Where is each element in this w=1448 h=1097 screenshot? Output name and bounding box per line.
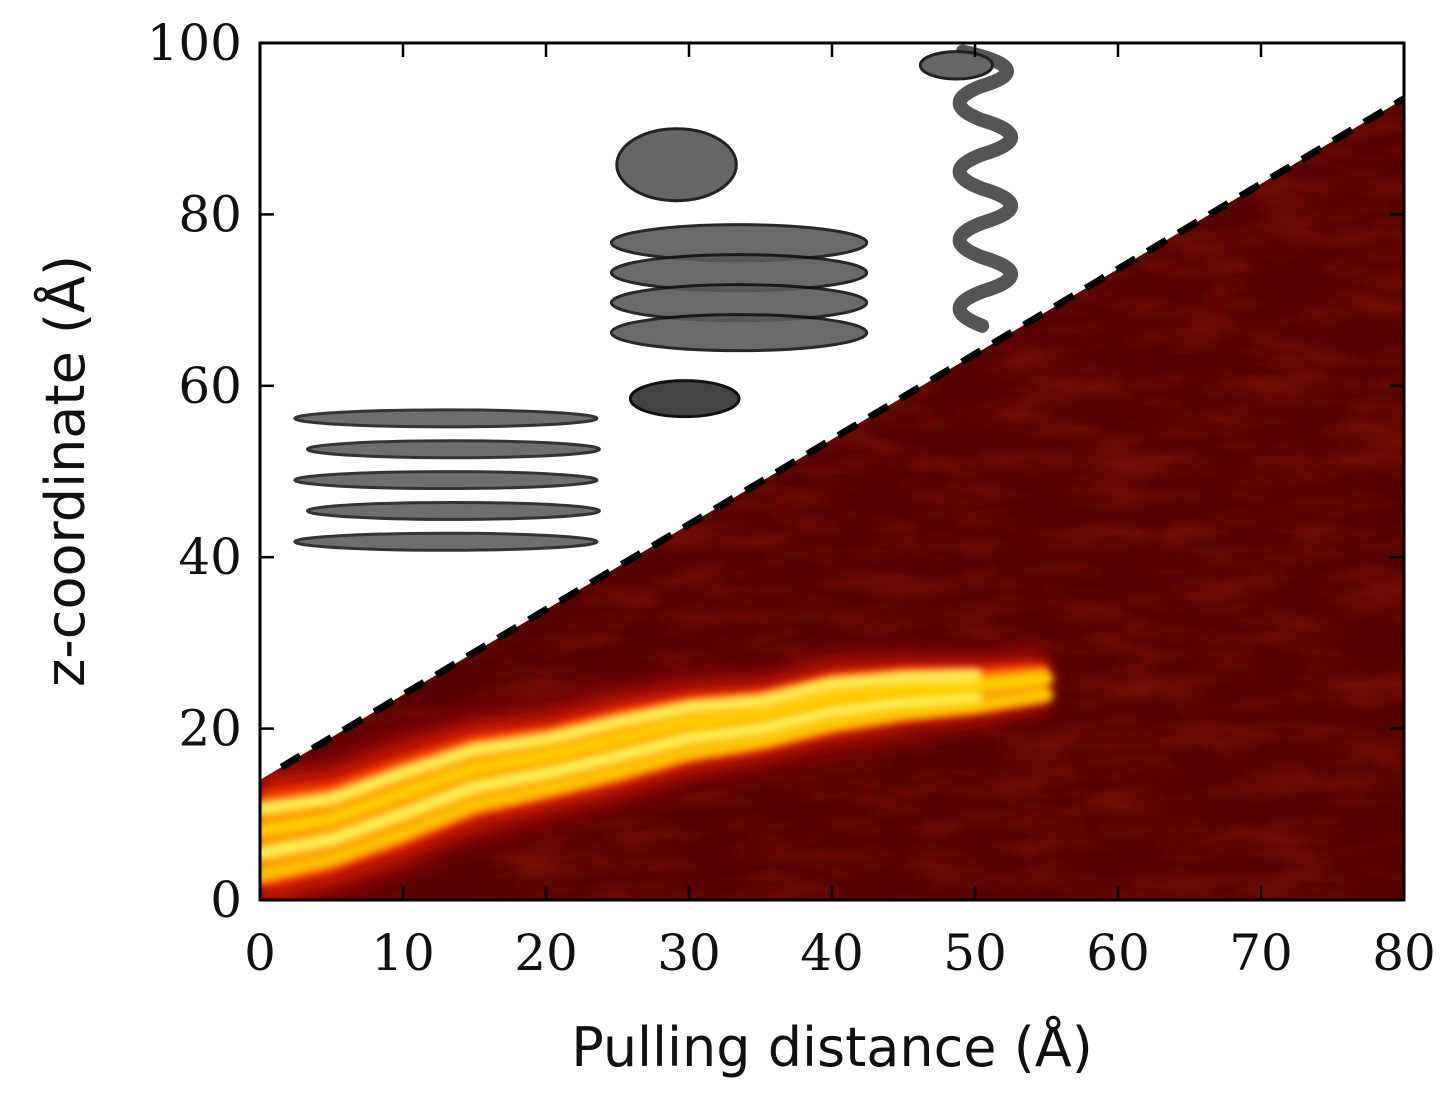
sheet-layer (609, 313, 869, 353)
ridge-stripe (260, 689, 982, 861)
x-tick-label: 70 (1229, 924, 1293, 982)
sheet-layer (293, 531, 599, 552)
sheet-layer (305, 439, 601, 460)
x-tick-label: 0 (244, 924, 276, 982)
axis-ticks: 0 10 20 30 40 50 60 70 80 0 20 40 60 80 100 (147, 14, 1436, 982)
ridge-stripe (260, 688, 1054, 883)
twisted-strand (952, 44, 1019, 333)
x-tick-label: 10 (371, 924, 435, 982)
y-tick-label: 100 (147, 14, 242, 72)
stacked-layers-structure (293, 408, 601, 552)
sheet-blob-bottom (628, 379, 741, 419)
sheet-layer (305, 500, 601, 521)
x-tick-label: 20 (514, 924, 578, 982)
y-tick-label: 0 (210, 871, 242, 929)
sheet-layer (293, 470, 599, 491)
y-tick-label: 40 (178, 528, 242, 586)
plot-area (260, 43, 1404, 900)
boundary-dashed-line (279, 95, 1404, 771)
structure-insets (293, 44, 1019, 552)
partially-unstacked-structure (609, 127, 869, 419)
x-axis-title: Pulling distance (Å) (571, 1015, 1093, 1079)
x-tick-label: 30 (657, 924, 721, 982)
twisted-strand-structure (918, 44, 1019, 333)
ridge-stripe (260, 668, 982, 816)
x-tick-label: 50 (943, 924, 1007, 982)
y-axis-title: z-coordinate (Å) (33, 255, 97, 687)
strand-head (918, 50, 994, 81)
sheet-blob-top (615, 127, 738, 203)
plot-frame (258, 41, 1406, 902)
x-tick-label: 80 (1372, 924, 1436, 982)
x-tick-label: 60 (1086, 924, 1150, 982)
y-tick-label: 80 (178, 185, 242, 243)
ridge-stripe (260, 671, 1054, 839)
sheet-layer (293, 408, 599, 429)
y-tick-label: 60 (178, 357, 242, 415)
x-tick-label: 40 (800, 924, 864, 982)
y-tick-label: 20 (178, 700, 242, 758)
